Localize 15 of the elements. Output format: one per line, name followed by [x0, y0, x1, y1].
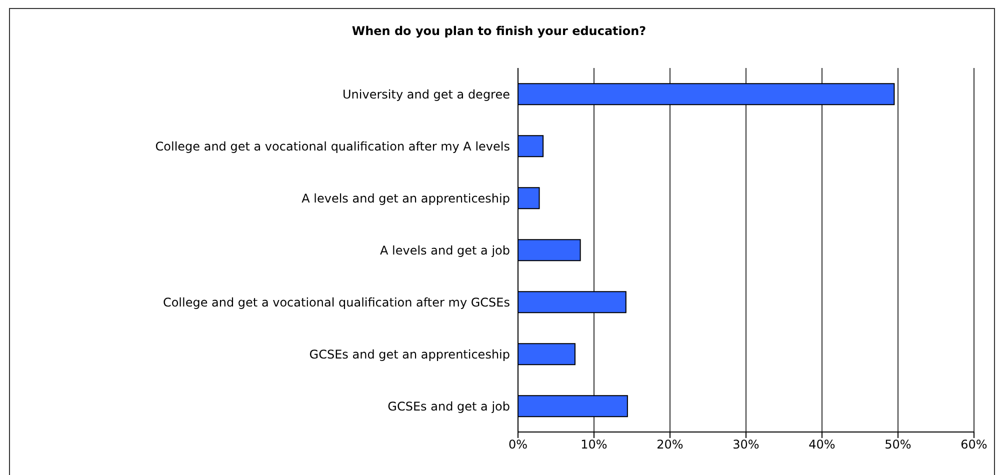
y-tick-label: College and get a vocational qualification after my GCSEs	[162, 295, 510, 310]
y-tick-label: A levels and get a job	[380, 243, 510, 258]
x-tick-label: 40%	[808, 438, 836, 452]
y-tick-label: College and get a vocational qualification after my A levels	[155, 139, 510, 154]
x-tick-label: 60%	[960, 438, 988, 452]
x-tick-label: 20%	[656, 438, 684, 452]
y-tick-label: A levels and get an apprenticeship	[302, 191, 510, 206]
y-tick-label: GCSEs and get an apprenticeship	[309, 347, 510, 362]
x-tick-label: 10%	[580, 438, 608, 452]
y-tick-label: GCSEs and get a job	[388, 399, 510, 414]
chart-title: When do you plan to finish your education?	[350, 24, 648, 38]
x-tick-label: 0%	[508, 438, 528, 452]
y-tick-label: University and get a degree	[342, 87, 510, 102]
x-tick-label: 50%	[884, 438, 912, 452]
x-tick-label: 30%	[732, 438, 760, 452]
